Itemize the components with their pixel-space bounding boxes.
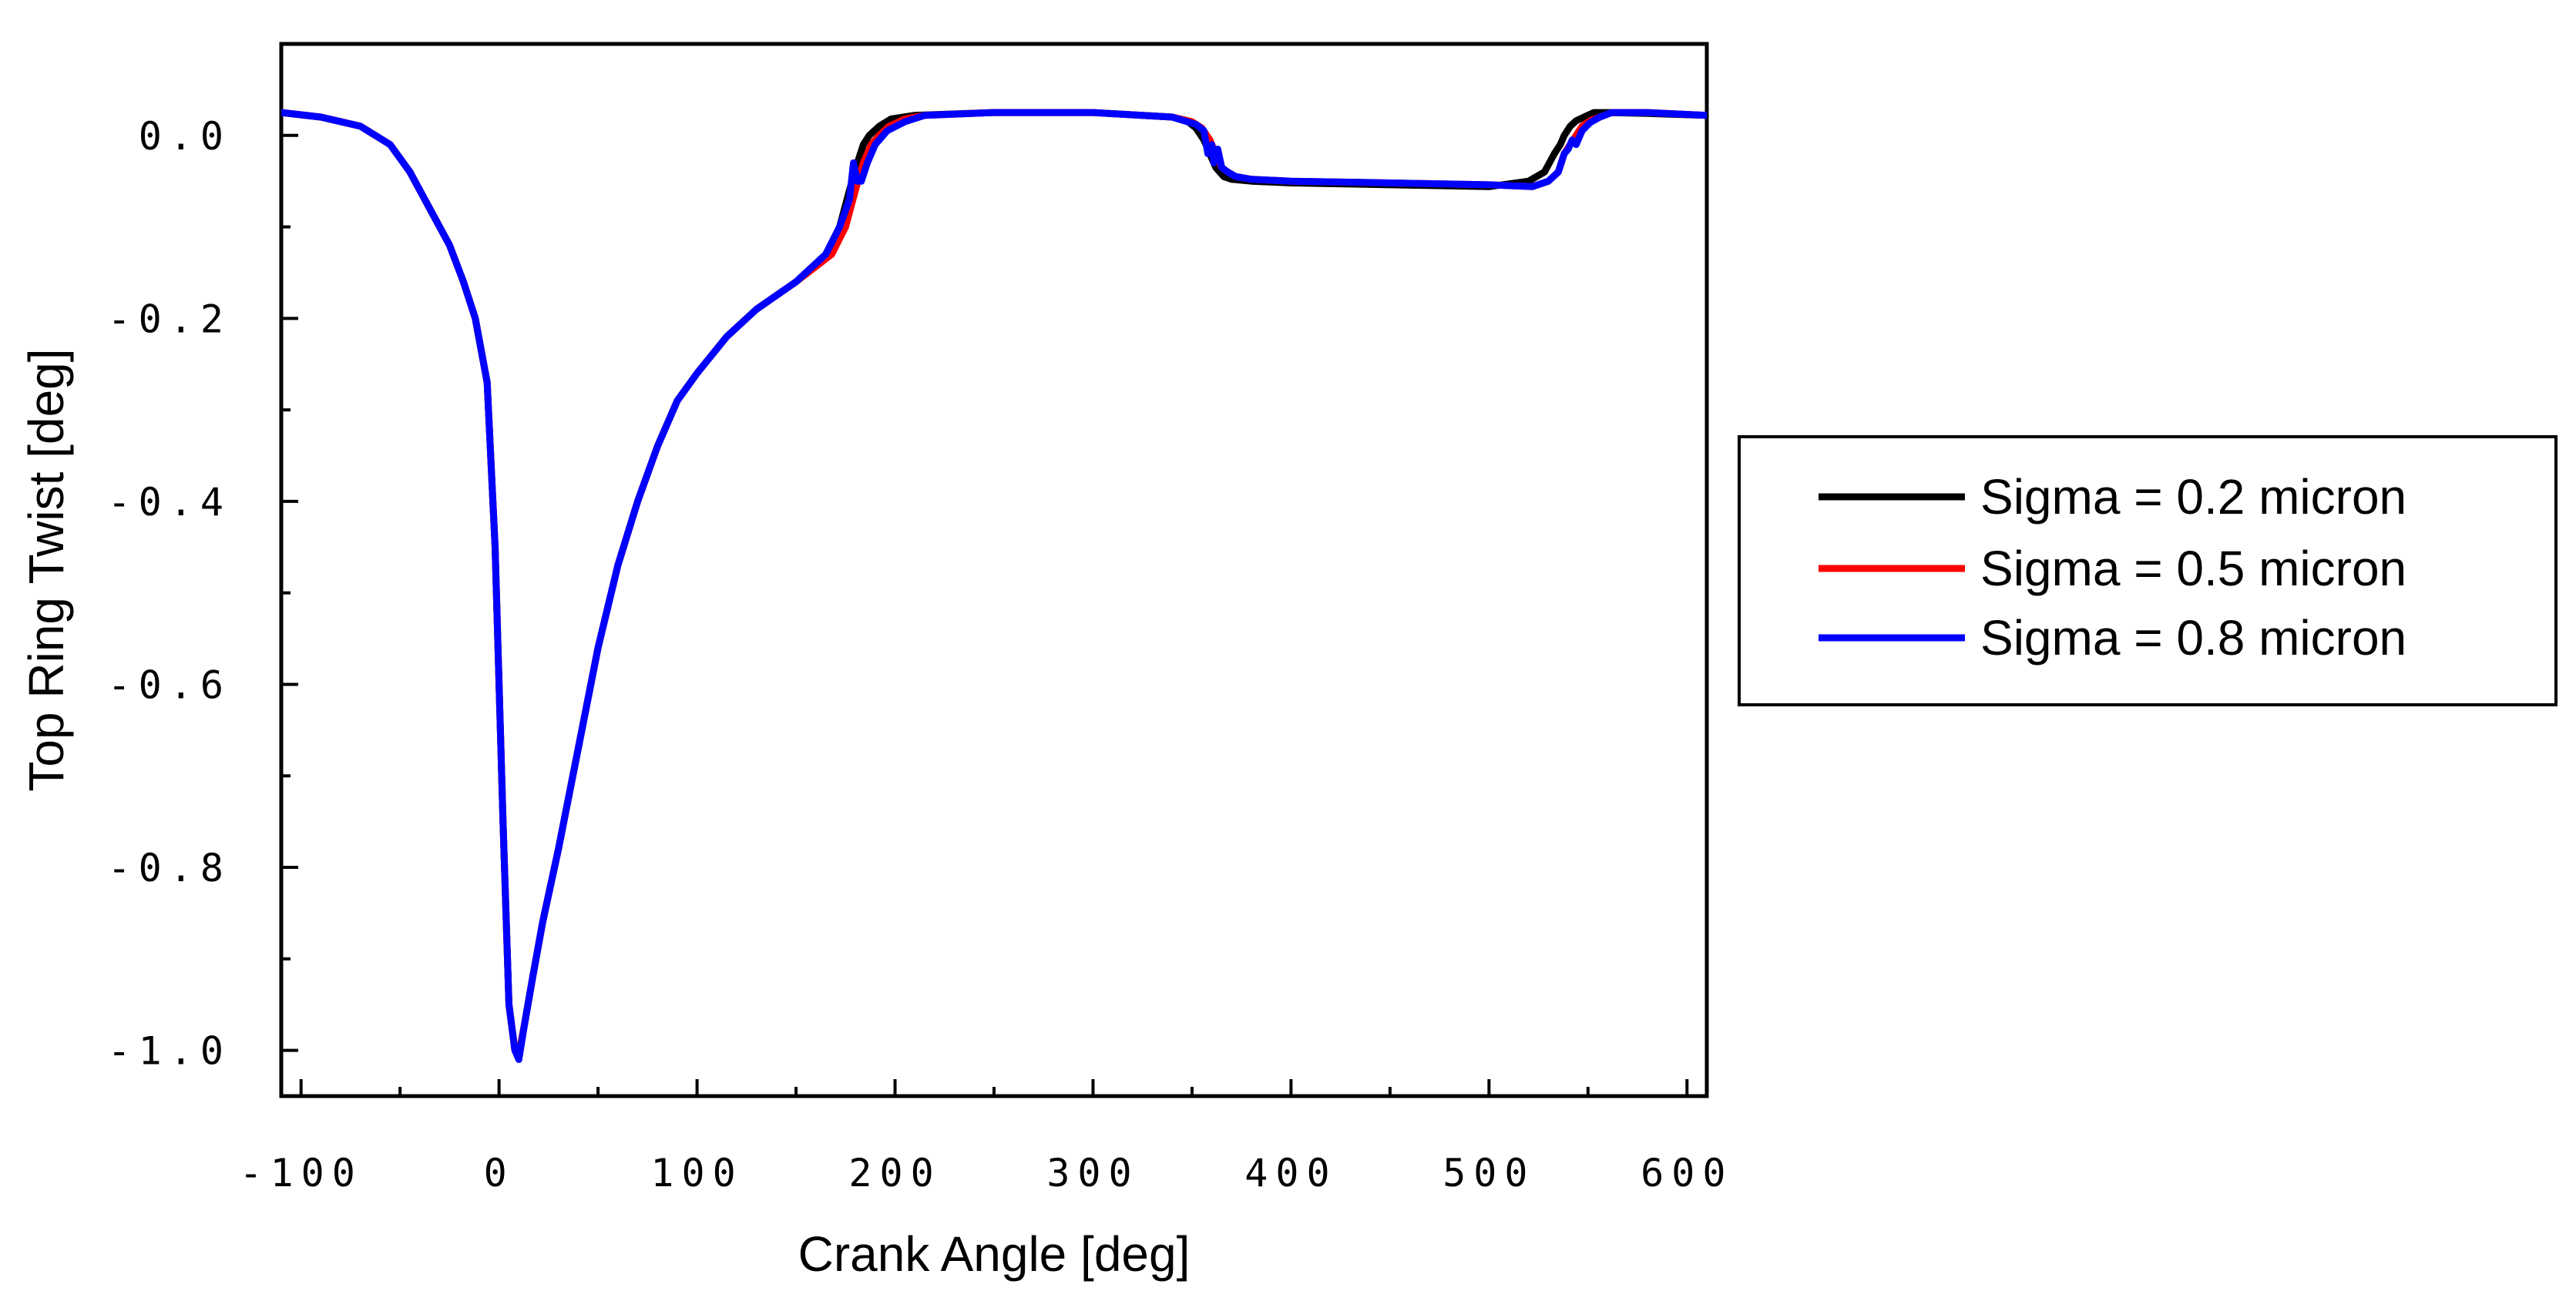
x-tick-label: -100: [239, 1151, 362, 1195]
y-tick-label: -0.2: [108, 297, 231, 341]
y-axis-ticks: 0.0 -0.2 -0.4 -0.6 -0.8 -1.0: [108, 42, 298, 1074]
x-axis-ticks: -100 0 100 200 300 400 500 600: [239, 1079, 1733, 1195]
series-line-2: [281, 109, 1707, 1063]
legend: Sigma = 0.2 micron Sigma = 0.5 micron Si…: [1738, 435, 2558, 706]
x-tick-label: 400: [1244, 1151, 1337, 1195]
y-tick-label: -1.0: [108, 1029, 231, 1074]
x-tick-label: 100: [650, 1151, 743, 1195]
x-tick-label: 300: [1046, 1151, 1139, 1195]
x-tick-label: 200: [848, 1151, 941, 1195]
y-tick-label: -0.4: [108, 480, 231, 525]
x-tick-label: 0: [484, 1151, 515, 1195]
y-tick-label: 0.0: [139, 114, 231, 159]
legend-label-1: Sigma = 0.5 micron: [1980, 541, 2406, 596]
legend-label-0: Sigma = 0.2 micron: [1980, 469, 2406, 525]
y-axis-title: Top Ring Twist [deg]: [18, 348, 74, 791]
y-tick-label: -0.8: [108, 846, 231, 890]
x-axis-title: Crank Angle [deg]: [798, 1226, 1191, 1282]
y-tick-label: -0.6: [108, 662, 231, 707]
series-layer: [281, 109, 1707, 1063]
legend-label-2: Sigma = 0.8 micron: [1980, 610, 2406, 666]
x-tick-label: 600: [1641, 1151, 1733, 1195]
x-tick-label: 500: [1442, 1151, 1535, 1195]
